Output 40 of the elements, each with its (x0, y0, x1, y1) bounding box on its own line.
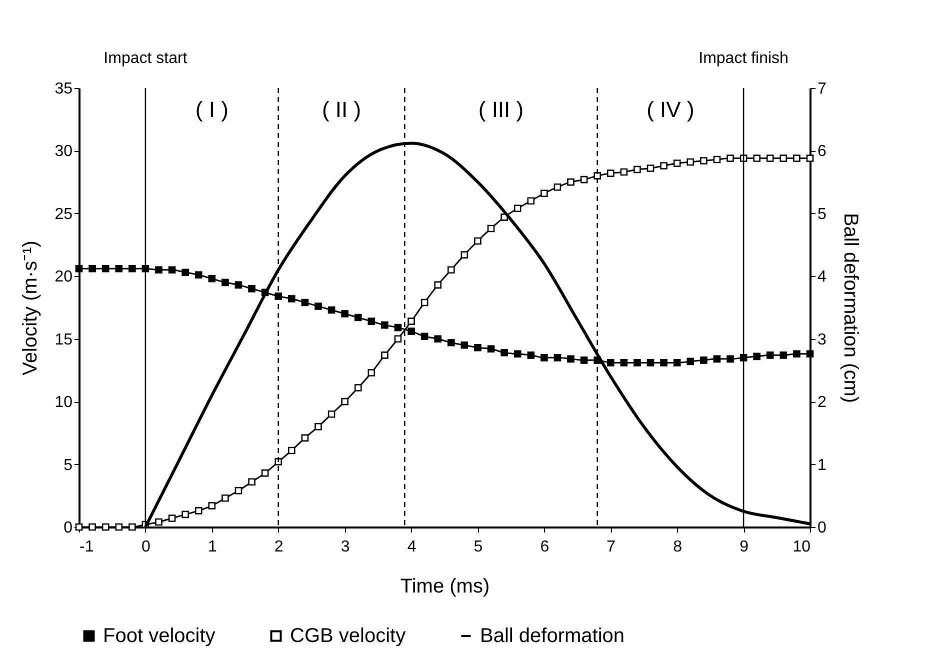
x-tick-label: 7 (606, 538, 616, 556)
x-tick-label: 3 (340, 538, 350, 556)
y2-tick-label: 5 (818, 206, 826, 223)
annotation: ( III ) (478, 97, 524, 122)
y2-tick-label: 4 (818, 268, 826, 286)
x-tick-label: 4 (407, 538, 416, 556)
y2-tick-label: 2 (818, 394, 826, 412)
y-tick-label: 10 (54, 394, 73, 412)
y2-tick-label: 7 (818, 80, 826, 98)
y2-tick-label: 3 (818, 331, 826, 348)
y2-tick-label: 6 (818, 143, 826, 160)
annotation: ( II ) (322, 97, 362, 122)
annotation: ( I ) (195, 97, 228, 122)
x-tick-label: 1 (208, 538, 217, 556)
y-tick-label: 15 (54, 331, 73, 348)
x-tick-label: 8 (673, 538, 682, 556)
y-tick-label: 25 (54, 206, 73, 223)
x-tick-label: 5 (474, 538, 483, 556)
legend-label: Foot velocity (103, 625, 216, 647)
y-tick-label: 30 (54, 143, 73, 160)
y-tick-label: 0 (64, 520, 73, 536)
y-axis-title: Velocity (m·s⁻¹) (20, 240, 42, 376)
y-tick-label: 5 (64, 456, 73, 474)
x-tick-label: 2 (274, 538, 284, 556)
x-tick-label: -1 (80, 538, 94, 556)
x-tick-label: 9 (740, 538, 749, 556)
x-axis-title: Time (ms) (400, 576, 490, 598)
legend-label: Ball deformation (480, 625, 625, 647)
y2-tick-label: 1 (818, 456, 826, 474)
legend-label: CGB velocity (290, 625, 406, 647)
y2-axis-title: Ball deformation (cm) (839, 212, 862, 404)
ref-line-label: Impact start (104, 50, 188, 67)
y2-tick-label: 0 (818, 520, 826, 536)
x-tick-label: 6 (540, 538, 550, 556)
y-tick-label: 20 (54, 268, 73, 286)
annotation: ( IV ) (646, 97, 694, 122)
y-tick-label: 35 (54, 80, 73, 98)
x-tick-label: 10 (792, 538, 811, 556)
x-tick-label: 0 (142, 538, 150, 556)
ref-line-label: Impact finish (698, 50, 788, 67)
